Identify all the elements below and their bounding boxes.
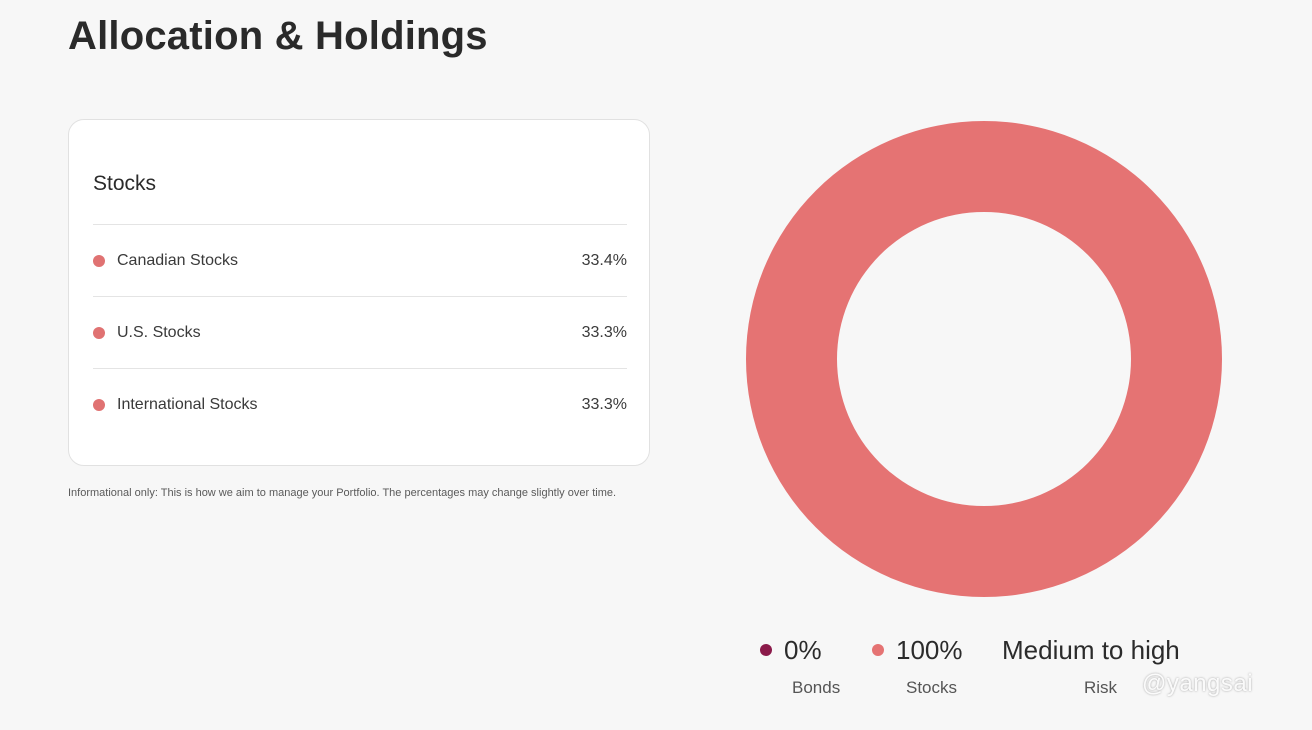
watermark-text: @yangsai xyxy=(1142,670,1254,697)
legend-item-stocks: 100% Stocks xyxy=(872,632,982,698)
holding-color-dot xyxy=(93,254,105,267)
holding-row-international-stocks: International Stocks 33.3% xyxy=(93,369,627,441)
holding-color-dot xyxy=(93,399,105,411)
holding-percentage: 33.3% xyxy=(581,323,627,341)
informational-note: Informational only: This is how we aim t… xyxy=(68,487,617,499)
page-title: Allocation & Holdings xyxy=(68,14,488,58)
holdings-card-heading: Stocks xyxy=(93,172,157,195)
bonds-color-dot xyxy=(760,644,772,656)
stocks-percentage: 100% xyxy=(896,634,963,665)
holding-percentage: 33.3% xyxy=(581,396,627,413)
allocation-donut-chart xyxy=(746,121,1222,597)
holding-label: Canadian Stocks xyxy=(117,251,238,269)
holdings-list: Canadian Stocks 33.4% U.S. Stocks 33.3% … xyxy=(93,224,627,441)
holding-percentage: 33.4% xyxy=(581,251,627,269)
stocks-color-dot xyxy=(872,644,884,656)
holding-label: U.S. Stocks xyxy=(117,323,201,341)
holding-label: International Stocks xyxy=(117,396,258,413)
holding-color-dot xyxy=(93,326,105,339)
legend-item-risk: Medium to high Risk xyxy=(1002,632,1212,698)
bonds-percentage: 0% xyxy=(784,634,822,665)
donut-slice-stocks xyxy=(746,121,1222,597)
stocks-caption: Stocks xyxy=(906,678,958,697)
legend-item-bonds: 0% Bonds xyxy=(760,632,844,698)
bonds-caption: Bonds xyxy=(792,678,841,697)
holding-row-us-stocks: U.S. Stocks 33.3% xyxy=(93,297,627,369)
risk-level: Medium to high xyxy=(1002,634,1180,665)
risk-caption: Risk xyxy=(1084,678,1118,697)
holdings-card: Stocks Canadian Stocks 33.4% U.S. Stocks… xyxy=(68,119,650,466)
holding-row-canadian-stocks: Canadian Stocks 33.4% xyxy=(93,225,627,297)
